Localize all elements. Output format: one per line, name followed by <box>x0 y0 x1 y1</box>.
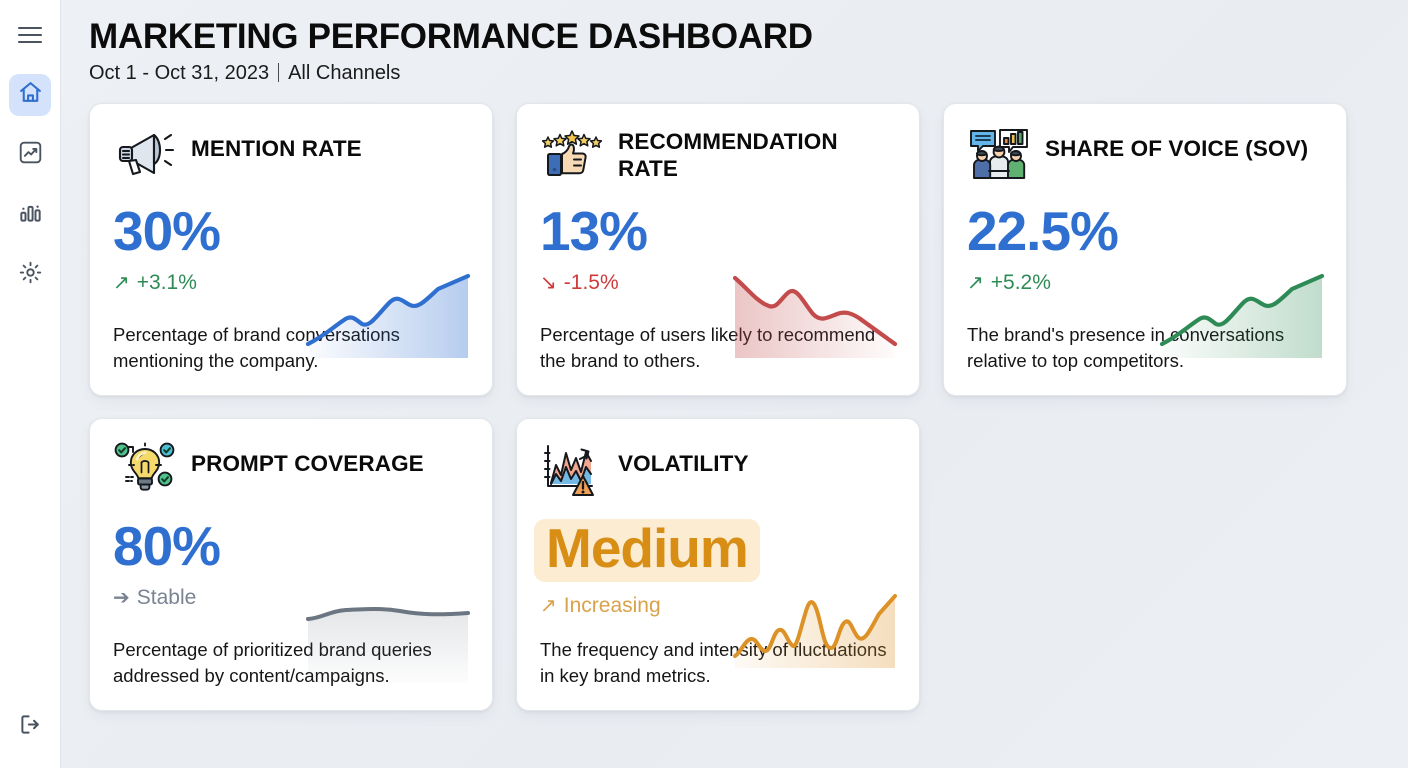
trending-up-icon <box>18 140 43 170</box>
main-content: MARKETING PERFORMANCE DASHBOARD Oct 1 - … <box>61 0 1408 768</box>
metric-trend: ↗ Increasing <box>540 594 760 618</box>
gear-icon <box>18 260 43 290</box>
trend-arrow-flat-icon: ➔ <box>113 587 130 610</box>
card-header: RECOMMENDATION RATE <box>540 126 897 188</box>
value-block: 80% ➔ Stable <box>113 515 221 610</box>
metric-trend: ↗ +3.1% <box>113 271 220 295</box>
card-title: SHARE OF VOICE (SOV) <box>1045 136 1309 162</box>
subtitle-separator <box>278 63 280 83</box>
volatility-warning-icon <box>540 441 604 499</box>
metric-value: 30% <box>113 200 221 263</box>
bar-chart-icon <box>18 200 43 230</box>
metric-value: 22.5% <box>967 200 1119 263</box>
megaphone-icon <box>113 126 177 184</box>
thumbs-up-stars-icon <box>540 126 604 184</box>
sidebar-item-menu[interactable] <box>9 16 51 58</box>
sidebar <box>0 0 61 768</box>
trend-label: Stable <box>136 586 197 610</box>
trend-arrow-up-icon: ↗ <box>540 595 557 618</box>
metric-value: Medium <box>534 519 760 583</box>
channel-filter-label: All Channels <box>288 62 401 85</box>
metric-trend: ➔ Stable <box>113 586 220 610</box>
sidebar-item-home[interactable] <box>9 74 51 116</box>
sidebar-item-trends[interactable] <box>9 134 51 176</box>
page-title: MARKETING PERFORMANCE DASHBOARD <box>89 17 813 56</box>
people-chat-chart-icon <box>967 126 1031 184</box>
card-body: 22.5% ↗ +5.2% <box>967 204 1324 295</box>
lightbulb-checks-icon <box>113 441 177 499</box>
recommendation-rate-sparkline <box>731 272 899 359</box>
card-header: MENTION RATE <box>113 126 470 188</box>
trend-label: -1.5% <box>563 271 619 295</box>
sidebar-item-analytics[interactable] <box>9 194 51 236</box>
value-block: Medium ↗ Increasing <box>534 519 760 618</box>
home-icon <box>18 80 43 110</box>
value-block: 22.5% ↗ +5.2% <box>967 200 1119 295</box>
card-header: PROMPT COVERAGE <box>113 441 470 503</box>
metric-value: 80% <box>113 515 221 578</box>
trend-label: +3.1% <box>136 271 197 295</box>
metric-card-share-of-voice[interactable]: SHARE OF VOICE (SOV) 22.5% ↗ +5.2% <box>943 103 1347 397</box>
card-title: MENTION RATE <box>191 136 362 162</box>
hamburger-icon <box>17 25 43 50</box>
volatility-sparkline <box>731 582 899 669</box>
card-body: 30% ↗ +3.1% <box>113 204 470 295</box>
metric-card-volatility[interactable]: VOLATILITY Medium ↗ Increasing <box>516 418 920 712</box>
metric-trend: ↘ -1.5% <box>540 271 647 295</box>
metric-card-grid: MENTION RATE 30% ↗ +3.1% <box>89 103 1384 712</box>
mention-rate-sparkline <box>304 272 472 359</box>
card-body: 80% ➔ Stable <box>113 519 470 610</box>
sidebar-item-logout[interactable] <box>9 706 51 748</box>
card-header: VOLATILITY <box>540 441 897 503</box>
sidebar-item-settings[interactable] <box>9 254 51 296</box>
card-title: VOLATILITY <box>618 451 749 477</box>
trend-arrow-up-icon: ↗ <box>967 272 984 295</box>
card-body: 13% ↘ -1.5% <box>540 204 897 295</box>
card-header: SHARE OF VOICE (SOV) <box>967 126 1324 188</box>
logout-icon <box>18 712 43 742</box>
trend-label: +5.2% <box>990 271 1051 295</box>
page-subtitle: Oct 1 - Oct 31, 2023 All Channels <box>89 62 1384 85</box>
date-range-label: Oct 1 - Oct 31, 2023 <box>89 62 270 85</box>
metric-card-recommendation-rate[interactable]: RECOMMENDATION RATE 13% ↘ -1.5% <box>516 103 920 397</box>
prompt-coverage-sparkline <box>304 597 472 684</box>
card-title: PROMPT COVERAGE <box>191 451 424 477</box>
metric-value: 13% <box>540 200 648 263</box>
metric-trend: ↗ +5.2% <box>967 271 1118 295</box>
card-body: Medium ↗ Increasing <box>534 519 897 618</box>
trend-arrow-up-icon: ↗ <box>113 272 130 295</box>
trend-label: Increasing <box>563 594 661 618</box>
share-of-voice-sparkline <box>1158 272 1326 359</box>
value-block: 30% ↗ +3.1% <box>113 200 221 295</box>
card-title: RECOMMENDATION RATE <box>618 129 838 182</box>
metric-card-mention-rate[interactable]: MENTION RATE 30% ↗ +3.1% <box>89 103 493 397</box>
trend-arrow-down-icon: ↘ <box>540 272 557 295</box>
metric-card-prompt-coverage[interactable]: PROMPT COVERAGE 80% ➔ Stable <box>89 418 493 712</box>
value-block: 13% ↘ -1.5% <box>540 200 648 295</box>
